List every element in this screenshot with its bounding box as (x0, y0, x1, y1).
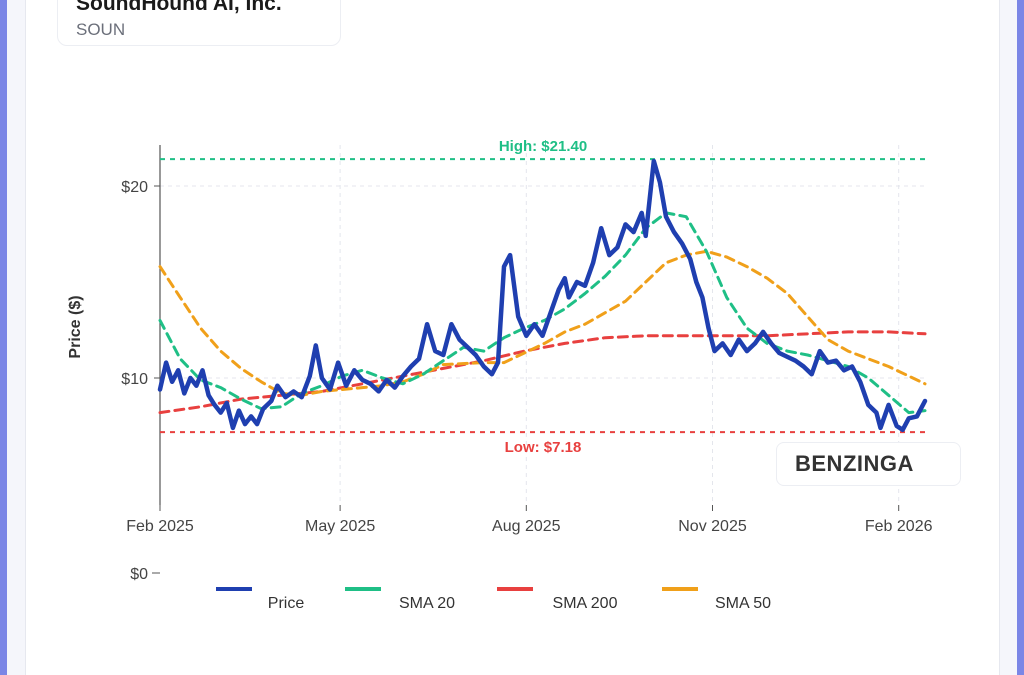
x-tick-label: Aug 2025 (492, 518, 561, 535)
watermark-box (776, 442, 961, 486)
company-name: SoundHound AI, Inc. (76, 0, 282, 15)
chart-legend: Price SMA 20 SMA 200 SMA 50 (216, 587, 771, 612)
reference-lines: High: $21.40 Low: $7.18 (160, 138, 925, 456)
y-tick-label: $10 (121, 371, 148, 388)
chart-series (157, 158, 928, 433)
x-tick-label: Feb 2025 (126, 518, 194, 535)
chart-card (25, 0, 1000, 675)
ticker-symbol: SOUN (76, 20, 126, 39)
legend-label-sma50: SMA 50 (715, 595, 771, 612)
y-axis-label: Price ($) (67, 295, 84, 358)
series-line-price (157, 158, 928, 433)
legend-label-sma200: SMA 200 (553, 595, 618, 612)
high-label: High: $21.40 (499, 138, 587, 155)
legend-label-sma20: SMA 20 (399, 595, 455, 612)
company-header (57, 0, 341, 46)
x-tick-label: Feb 2026 (865, 518, 933, 535)
y-tick-label: $20 (121, 179, 148, 196)
x-tick-label: Nov 2025 (678, 518, 747, 535)
x-tick-label: May 2025 (305, 518, 375, 535)
chart-axes: Feb 2025 May 2025 Aug 2025 Nov 2025 Feb 2026… (121, 145, 933, 583)
series-line-sma20 (158, 211, 927, 415)
low-label: Low: $7.18 (505, 439, 582, 456)
y-tick-label: $0 (130, 566, 148, 583)
legend-label-price: Price (268, 595, 305, 612)
watermark-logo: BENZINGA (795, 451, 914, 476)
